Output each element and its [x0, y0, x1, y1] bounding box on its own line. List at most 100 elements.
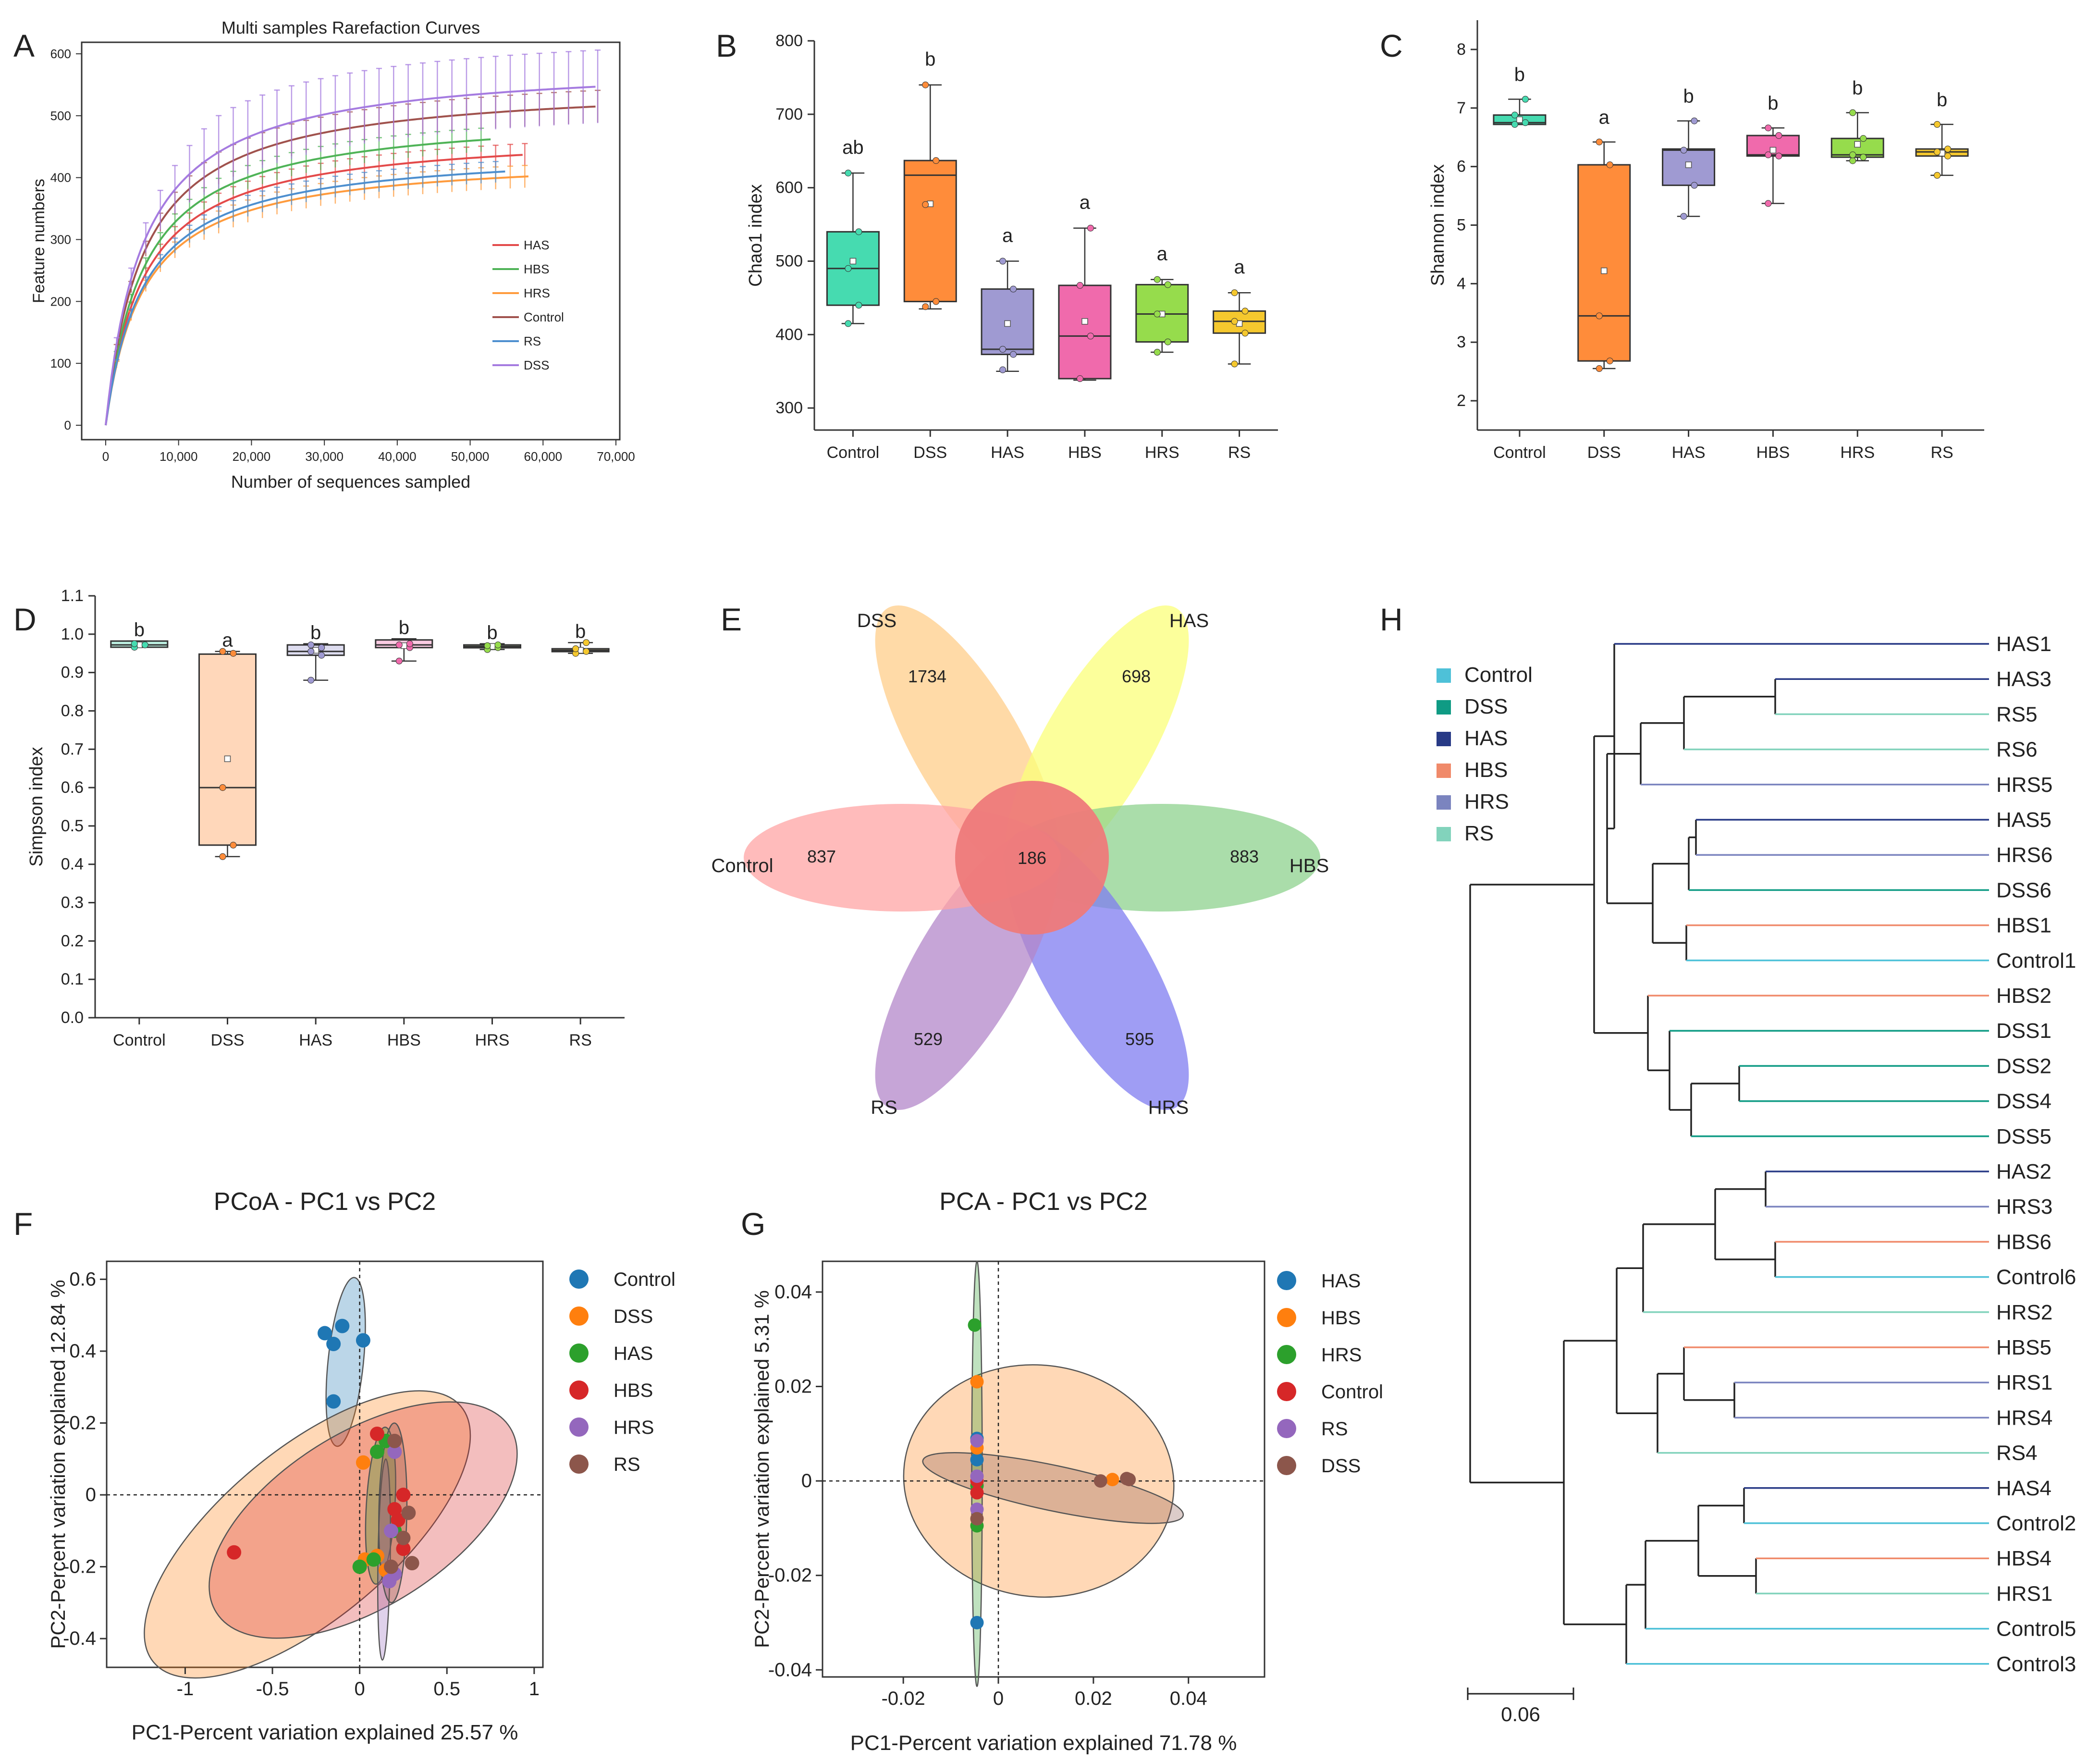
data-point	[131, 640, 138, 647]
y-tick-label: 400	[50, 171, 71, 185]
data-point	[1765, 151, 1772, 159]
legend-marker-hrs	[569, 1417, 589, 1437]
leaf-label-dss5: DSS5	[1996, 1125, 2051, 1148]
x-tick-label-rs: RS	[569, 1031, 592, 1049]
legend-marker-hbs	[569, 1380, 589, 1400]
y-tick-label: 0.7	[61, 740, 84, 758]
data-point	[1164, 338, 1171, 345]
x-tick-label-hrs: HRS	[1145, 444, 1179, 462]
data-point	[1010, 285, 1017, 293]
data-point	[583, 639, 590, 646]
data-point-hbs	[369, 1426, 384, 1441]
data-point	[494, 641, 502, 649]
data-point	[1680, 213, 1687, 220]
data-point-has	[970, 1615, 984, 1629]
box-rs	[1915, 121, 1969, 179]
petal-label-has: HAS	[1169, 610, 1209, 631]
significance-letter-rs: b	[1937, 89, 1947, 111]
leaf-label-hrs1: HRS1	[1996, 1582, 2052, 1605]
panel-c-shannon-boxplot: 2 3 4 5 6 7 8 Shannon index Control b DSS a HAS b HBS b…	[1428, 20, 1984, 462]
data-point	[1944, 152, 1952, 160]
series-line-has	[105, 154, 523, 426]
x-tick-label-dss: DSS	[913, 444, 947, 462]
petal-value-has: 698	[1122, 666, 1151, 686]
data-point-hrs	[968, 1318, 982, 1332]
core-circle	[955, 781, 1109, 935]
y-tick-label: 0.2	[61, 932, 84, 950]
data-point	[1596, 138, 1603, 146]
petal-label-dss: DSS	[857, 610, 896, 631]
leaf-label-hbs5: HBS5	[1996, 1336, 2051, 1359]
data-point	[1934, 121, 1941, 128]
panel-letter-a: A	[13, 28, 35, 63]
legend-label-rs: RS	[524, 334, 541, 348]
y-tick-label: -0.4	[63, 1628, 96, 1649]
x-tick-label: 10,000	[160, 449, 198, 464]
mean-marker	[1685, 161, 1692, 168]
leaf-label-has2: HAS2	[1996, 1160, 2051, 1183]
legend-label-hbs: HBS	[1464, 758, 1508, 782]
data-point	[1231, 360, 1238, 368]
legend-label-hrs: HRS	[614, 1417, 654, 1438]
legend-label-dss: DSS	[1464, 695, 1508, 718]
panel-g-pca-scatter: PCA - PC1 vs PC2 -0.02 0 0.02 0.04 -0.04 -0.02…	[750, 1188, 1383, 1755]
legend-marker-rs	[569, 1454, 589, 1474]
leaf-label-rs4: RS4	[1996, 1442, 2038, 1465]
x-tick-label-hbs: HBS	[387, 1031, 421, 1049]
data-point	[307, 677, 315, 684]
x-tick-label-rs: RS	[1930, 444, 1953, 462]
significance-letter-has: b	[1683, 86, 1694, 107]
x-tick-label: 40,000	[378, 449, 417, 464]
panel-e-venn-flower: 186 1734 DSS 698 HAS 883 HBS 595 HRS 529 RS 837 Cont…	[712, 605, 1329, 1118]
leaf-label-hbs6: HBS6	[1996, 1230, 2051, 1254]
x-tick-label: 0.02	[1075, 1688, 1112, 1709]
panel-letter-f: F	[13, 1206, 33, 1242]
legend-marker-rs	[1277, 1419, 1296, 1438]
data-point	[1860, 135, 1867, 142]
data-point	[318, 652, 325, 659]
petal-value-control: 837	[807, 847, 836, 866]
significance-letter-has: b	[310, 622, 321, 643]
leaf-label-has1: HAS1	[1996, 632, 2051, 656]
petal-label-rs: RS	[871, 1097, 897, 1118]
petal-value-hbs: 883	[1230, 847, 1259, 866]
x-tick-label-has: HAS	[299, 1031, 332, 1049]
leaf-label-hbs1: HBS1	[1996, 914, 2051, 937]
legend-swatch-control	[1437, 668, 1451, 683]
petal-value-hrs: 595	[1125, 1029, 1154, 1049]
data-point	[230, 650, 237, 657]
box-body	[1577, 164, 1631, 362]
leaf-label-hrs4: HRS4	[1996, 1406, 2052, 1429]
panel-letter-c: C	[1380, 28, 1403, 63]
data-point-rs	[387, 1433, 402, 1448]
box-dss	[903, 81, 957, 310]
legend-swatch-rs	[1437, 827, 1451, 841]
legend-marker-has	[569, 1343, 589, 1363]
box-hbs	[1746, 124, 1800, 207]
data-point	[1087, 333, 1094, 340]
data-point-hrs	[384, 1523, 399, 1538]
data-point	[1680, 147, 1687, 154]
data-point	[1934, 148, 1941, 156]
mean-marker	[1081, 318, 1088, 325]
data-point	[219, 853, 226, 860]
box-body	[198, 653, 257, 846]
legend-label-rs: RS	[614, 1454, 640, 1475]
data-point	[1606, 161, 1613, 168]
data-point-dss	[1122, 1473, 1136, 1487]
data-point-has	[366, 1552, 381, 1567]
panel-f-pcoa-scatter: PCoA - PC1 vs PC2 -1 -0.5 0 0.5 1 -0.4 -0.2 0 0.2…	[47, 1188, 675, 1744]
series-line-dss	[105, 86, 596, 426]
legend-label-rs: RS	[1321, 1418, 1348, 1440]
y-tick-label: 5	[1457, 216, 1466, 234]
x-tick-label-has: HAS	[1672, 444, 1706, 462]
box-hrs	[1830, 109, 1884, 164]
data-point-control	[335, 1318, 350, 1333]
leaf-label-control3: Control3	[1996, 1652, 2076, 1676]
data-point	[1691, 182, 1698, 189]
y-tick-label: 500	[50, 109, 71, 123]
leaf-label-has4: HAS4	[1996, 1477, 2051, 1500]
x-tick-label: -1	[177, 1678, 194, 1700]
y-tick-label: 0.02	[774, 1376, 812, 1397]
y-tick-label: 6	[1457, 158, 1466, 176]
